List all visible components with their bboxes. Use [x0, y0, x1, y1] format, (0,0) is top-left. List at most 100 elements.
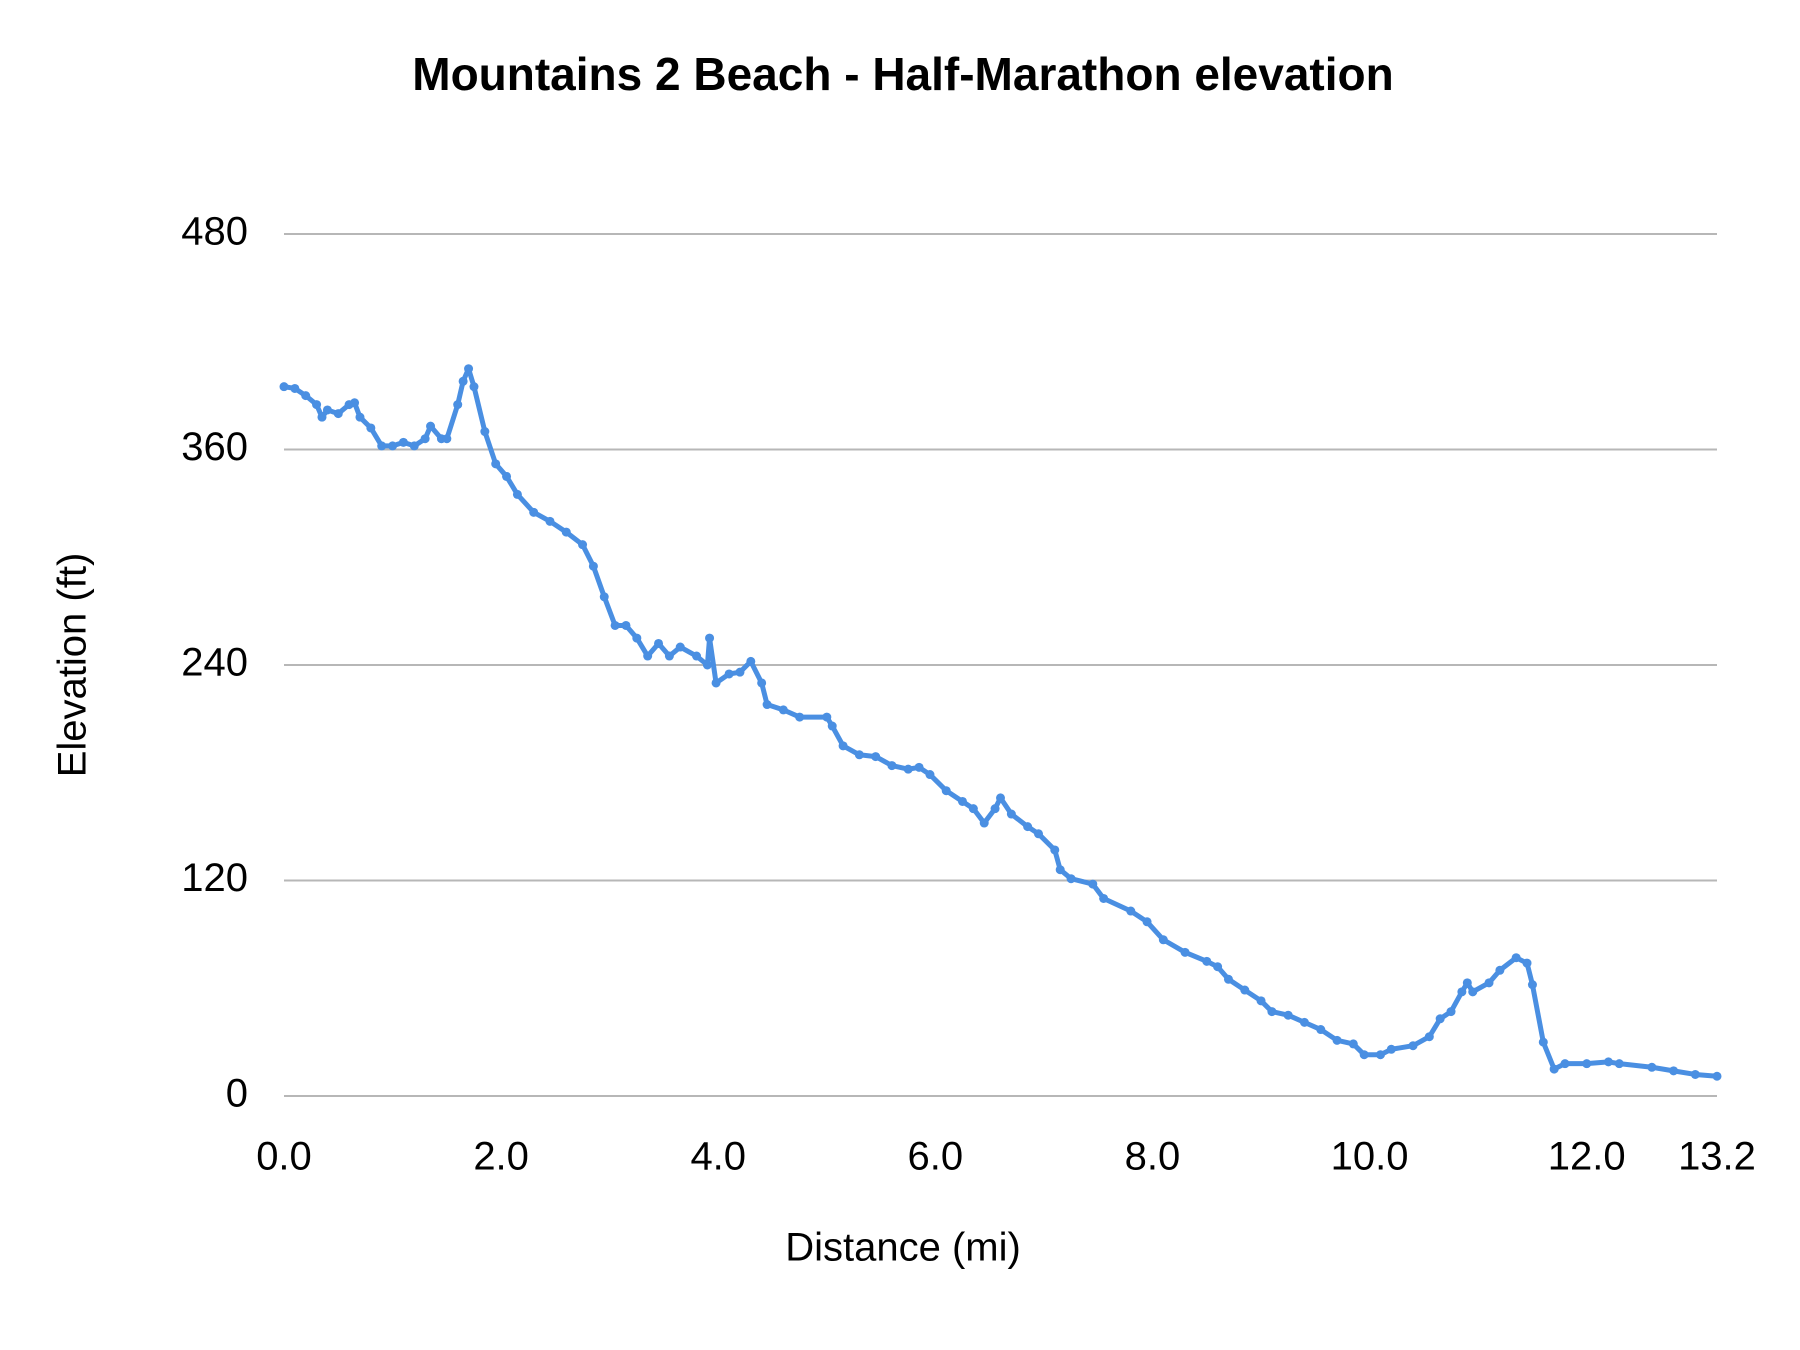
- point: [1457, 987, 1467, 997]
- point: [979, 818, 989, 828]
- point: [1582, 1059, 1592, 1069]
- point: [512, 489, 522, 499]
- y-axis-title: Elevation (ft): [51, 553, 95, 778]
- y-tick-label: 360: [181, 425, 248, 469]
- point: [1375, 1050, 1385, 1060]
- point: [464, 364, 474, 374]
- point: [1202, 956, 1212, 966]
- point: [1055, 865, 1065, 875]
- point: [502, 471, 512, 481]
- point: [968, 804, 978, 814]
- point: [290, 383, 300, 393]
- point: [1690, 1069, 1700, 1079]
- point: [1484, 978, 1494, 988]
- point: [458, 376, 468, 386]
- point: [1538, 1037, 1548, 1047]
- point: [1549, 1064, 1559, 1074]
- point: [491, 459, 501, 469]
- point: [610, 620, 620, 630]
- point: [453, 400, 463, 410]
- point: [941, 786, 951, 796]
- point: [317, 412, 327, 422]
- point: [746, 656, 756, 666]
- point: [778, 705, 788, 715]
- point: [1223, 974, 1233, 984]
- point: [322, 405, 332, 415]
- point: [1386, 1044, 1396, 1054]
- point: [1033, 829, 1043, 839]
- point: [1256, 996, 1266, 1006]
- point: [420, 434, 430, 444]
- point: [735, 667, 745, 677]
- point: [1213, 962, 1223, 972]
- point: [1240, 985, 1250, 995]
- point: [692, 651, 702, 661]
- point: [621, 620, 631, 630]
- point: [1712, 1071, 1722, 1081]
- point: [426, 421, 436, 431]
- point: [1180, 947, 1190, 957]
- x-tick-label: 2.0: [473, 1135, 529, 1179]
- point: [1647, 1062, 1657, 1072]
- point: [1050, 845, 1060, 855]
- point: [757, 678, 767, 688]
- point: [838, 741, 848, 751]
- point: [1560, 1059, 1570, 1069]
- point: [914, 762, 924, 772]
- x-tick-label: 0.0: [256, 1135, 312, 1179]
- point: [1495, 965, 1505, 975]
- point: [990, 804, 1000, 814]
- y-tick-label: 480: [181, 210, 248, 254]
- point: [903, 764, 913, 774]
- point: [1088, 879, 1098, 889]
- point: [1142, 917, 1152, 927]
- point: [1446, 1007, 1456, 1017]
- point: [827, 721, 837, 731]
- point: [1603, 1057, 1613, 1067]
- point: [711, 678, 721, 688]
- point: [529, 507, 539, 517]
- x-axis-title: Distance (mi): [785, 1226, 1021, 1270]
- point: [1332, 1035, 1342, 1045]
- point: [1023, 822, 1033, 832]
- y-tick-label: 240: [181, 641, 248, 685]
- point: [442, 434, 452, 444]
- point: [958, 796, 968, 806]
- point: [854, 750, 864, 760]
- point: [409, 441, 419, 451]
- point: [1435, 1014, 1445, 1024]
- point: [1408, 1041, 1418, 1051]
- point: [1614, 1059, 1624, 1069]
- point: [664, 651, 674, 661]
- y-tick-label: 120: [181, 856, 248, 900]
- point: [996, 793, 1005, 803]
- x-tick-label: 4.0: [690, 1135, 746, 1179]
- point: [702, 660, 712, 670]
- point: [1299, 1017, 1309, 1027]
- point: [1511, 953, 1521, 963]
- point: [871, 752, 881, 762]
- point: [1468, 987, 1478, 997]
- point: [762, 700, 772, 710]
- point: [1522, 958, 1532, 968]
- point: [1099, 893, 1109, 903]
- point: [355, 412, 365, 422]
- point: [312, 400, 322, 410]
- point: [654, 638, 664, 648]
- point: [1527, 980, 1537, 990]
- point: [578, 540, 588, 550]
- y-tick-label: 0: [226, 1072, 248, 1116]
- point: [795, 712, 805, 722]
- point: [469, 382, 479, 392]
- point: [279, 382, 289, 392]
- point: [377, 441, 387, 451]
- point: [1006, 809, 1016, 819]
- point: [480, 427, 490, 437]
- point: [1158, 935, 1168, 945]
- point: [388, 441, 398, 451]
- point: [1359, 1050, 1369, 1060]
- point: [632, 633, 642, 643]
- point: [301, 391, 311, 401]
- point: [1669, 1066, 1679, 1076]
